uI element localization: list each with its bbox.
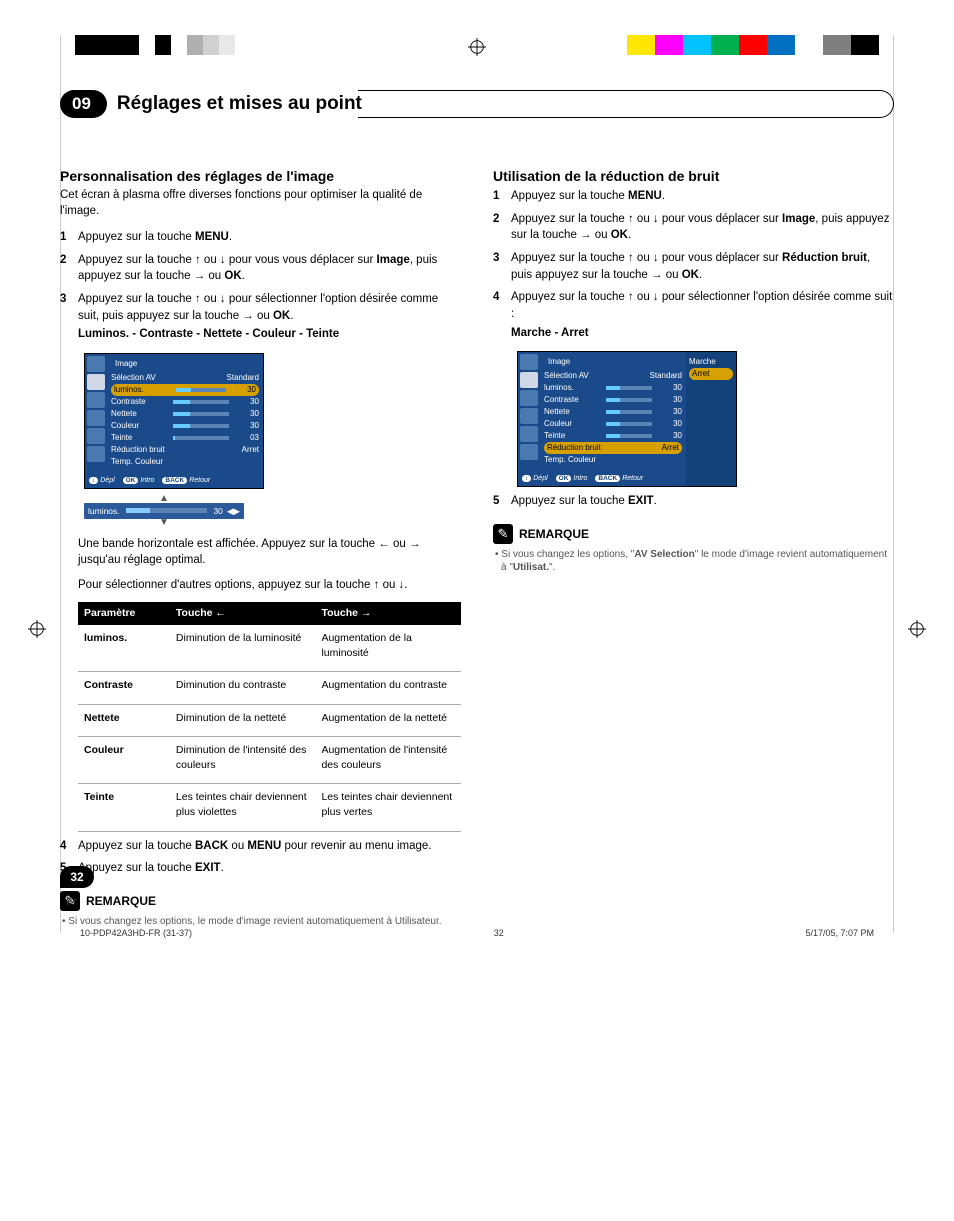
table-row: luminos.Diminution de la luminositéAugme… [78, 625, 461, 672]
osd-tab-icons [85, 354, 107, 474]
remark-note: Si vous changez les options, "AV Selecti… [493, 548, 894, 575]
osd-row: Teinte30 [544, 430, 682, 442]
step: Appuyez sur la touche ↑ ou ↓ pour vous d… [493, 211, 894, 244]
osd-submenu: MarcheArret [686, 352, 736, 486]
step: Appuyez sur la touche ↑ ou ↓ pour vous d… [493, 250, 894, 283]
osd-menu-screenshot: Image Sélection AVStandardluminos.30Cont… [84, 353, 264, 489]
remark-note: Si vous changez les options, le mode d'i… [60, 915, 461, 929]
chapter-number-badge: 09 [60, 90, 107, 118]
osd-title: Image [548, 356, 570, 368]
note-icon: ✎ [493, 524, 513, 544]
footer-filename: 10-PDP42A3HD-FR (31-37) [80, 928, 192, 938]
remark-title: REMARQUE [86, 894, 156, 908]
osd-row: Teinte03 [111, 432, 259, 444]
print-footer: 10-PDP42A3HD-FR (31-37) 32 5/17/05, 7:07… [80, 928, 874, 938]
table-row: NetteteDiminution de la nettetéAugmentat… [78, 704, 461, 736]
osd-tab-icons [518, 352, 540, 472]
osd-row: Contraste30 [111, 396, 259, 408]
table-header: Paramètre [78, 602, 170, 625]
language-code: Fr [66, 896, 76, 908]
body-text: Une bande horizontale est affichée. Appu… [78, 537, 461, 568]
osd-row: luminos.30 [111, 384, 259, 396]
left-column: Personnalisation des réglages de l'image… [60, 168, 461, 928]
osd-row: Nettete30 [111, 408, 259, 420]
options-bold: Luminos. - Contraste - Nettete - Couleur… [78, 326, 461, 343]
chapter-title: Réglages et mises au point [117, 93, 362, 115]
table-row: ContrasteDiminution du contrasteAugmenta… [78, 672, 461, 704]
osd-row: Temp. Couleur [544, 454, 682, 466]
osd-menu-screenshot: Image Sélection AVStandardluminos.30Cont… [517, 351, 737, 487]
osd-title: Image [115, 358, 137, 370]
osd-slider: ▲ luminos.30◀▶ ▼ [84, 495, 244, 527]
chapter-rule [358, 90, 894, 118]
osd-submenu-option: Marche [689, 356, 733, 368]
step: Appuyez sur la touche EXIT. [493, 493, 894, 510]
page-number-badge: 32 [60, 866, 94, 888]
steps-list: Appuyez sur la touche MENU. Appuyez sur … [60, 229, 461, 877]
parameter-table: Paramètre Touche ← Touche → luminos.Dimi… [78, 602, 461, 832]
step: Appuyez sur la touche EXIT. [60, 860, 461, 877]
osd-row: Contraste30 [544, 394, 682, 406]
chapter-header: 09 Réglages et mises au point [60, 90, 894, 118]
remark-block: ✎ REMARQUE [493, 524, 894, 544]
table-header: Touche → [315, 602, 461, 625]
osd-footer: ↕Dépl OKIntro BACKRetour [518, 472, 686, 486]
osd-row: Sélection AVStandard [111, 372, 259, 384]
table-header: Touche ← [170, 602, 316, 625]
osd-row: luminos.30 [544, 382, 682, 394]
osd-row: Couleur30 [544, 418, 682, 430]
body-text: Pour sélectionner d'autres options, appu… [78, 578, 461, 594]
osd-row: Sélection AVStandard [544, 370, 682, 382]
osd-row: Réduction bruitArret [544, 442, 682, 454]
options-bold: Marche - Arret [511, 325, 894, 342]
step: Appuyez sur la touche BACK ou MENU pour … [60, 838, 461, 855]
step: Appuyez sur la touche ↑ ou ↓ pour sélect… [60, 291, 461, 832]
osd-footer: ↕Dépl OKIntro BACKRetour [85, 474, 263, 488]
footer-page: 32 [494, 928, 504, 938]
steps-list: Appuyez sur la touche MENU. Appuyez sur … [493, 188, 894, 510]
step: Appuyez sur la touche ↑ ou ↓ pour vous v… [60, 252, 461, 285]
section-heading: Personnalisation des réglages de l'image [60, 168, 461, 184]
right-column: Utilisation de la réduction de bruit App… [493, 168, 894, 928]
section-intro: Cet écran à plasma offre diverses foncti… [60, 188, 461, 219]
step: Appuyez sur la touche MENU. [60, 229, 461, 246]
osd-row: Couleur30 [111, 420, 259, 432]
remark-block: ✎ REMARQUE [60, 891, 461, 911]
footer-timestamp: 5/17/05, 7:07 PM [805, 928, 874, 938]
osd-row: Temp. Couleur [111, 456, 259, 468]
section-heading: Utilisation de la réduction de bruit [493, 168, 894, 184]
remark-title: REMARQUE [519, 527, 589, 541]
osd-submenu-option: Arret [689, 368, 733, 380]
osd-row: Réduction bruitArret [111, 444, 259, 456]
step: Appuyez sur la touche MENU. [493, 188, 894, 205]
table-row: CouleurDiminution de l'intensité des cou… [78, 736, 461, 783]
osd-row: Nettete30 [544, 406, 682, 418]
step: Appuyez sur la touche ↑ ou ↓ pour sélect… [493, 289, 894, 487]
table-row: TeinteLes teintes chair deviennent plus … [78, 784, 461, 831]
